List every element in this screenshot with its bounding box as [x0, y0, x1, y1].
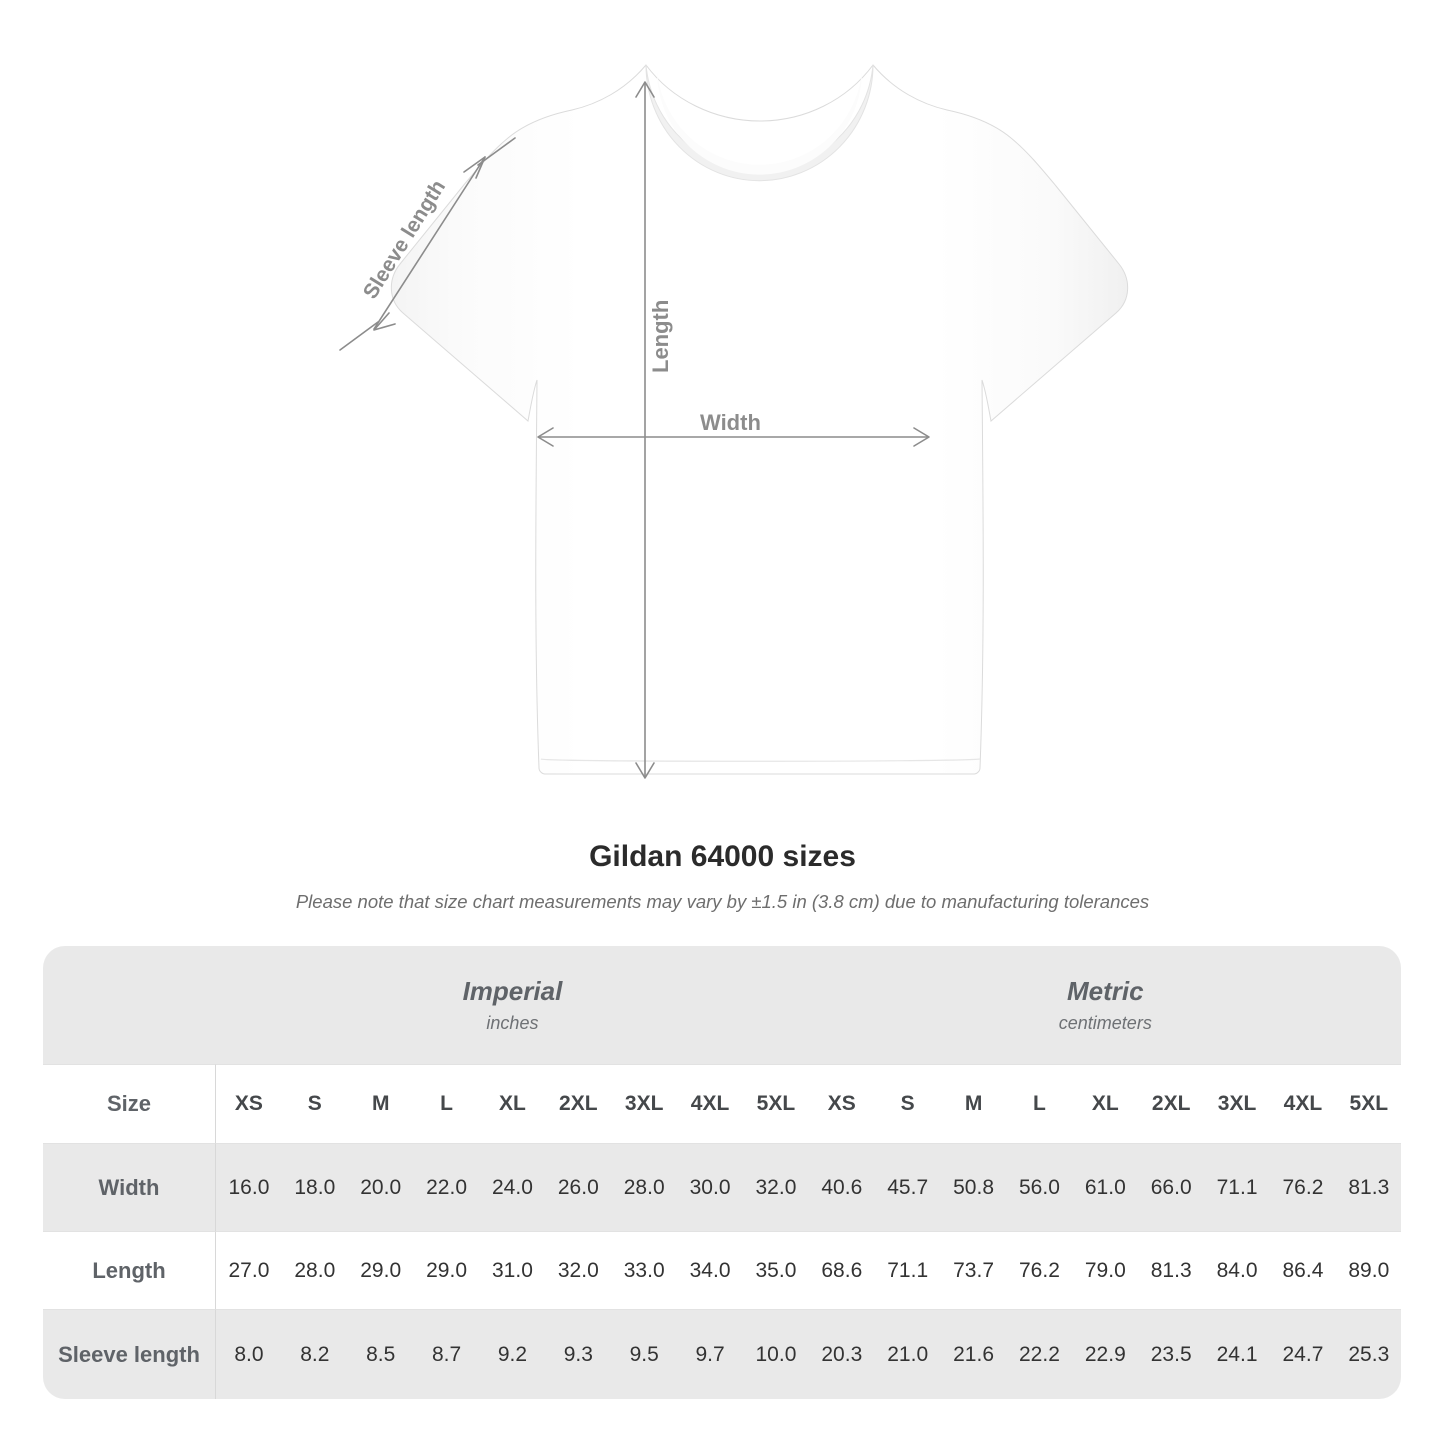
svg-text:Width: Width [700, 410, 761, 435]
svg-text:Length: Length [648, 300, 673, 373]
